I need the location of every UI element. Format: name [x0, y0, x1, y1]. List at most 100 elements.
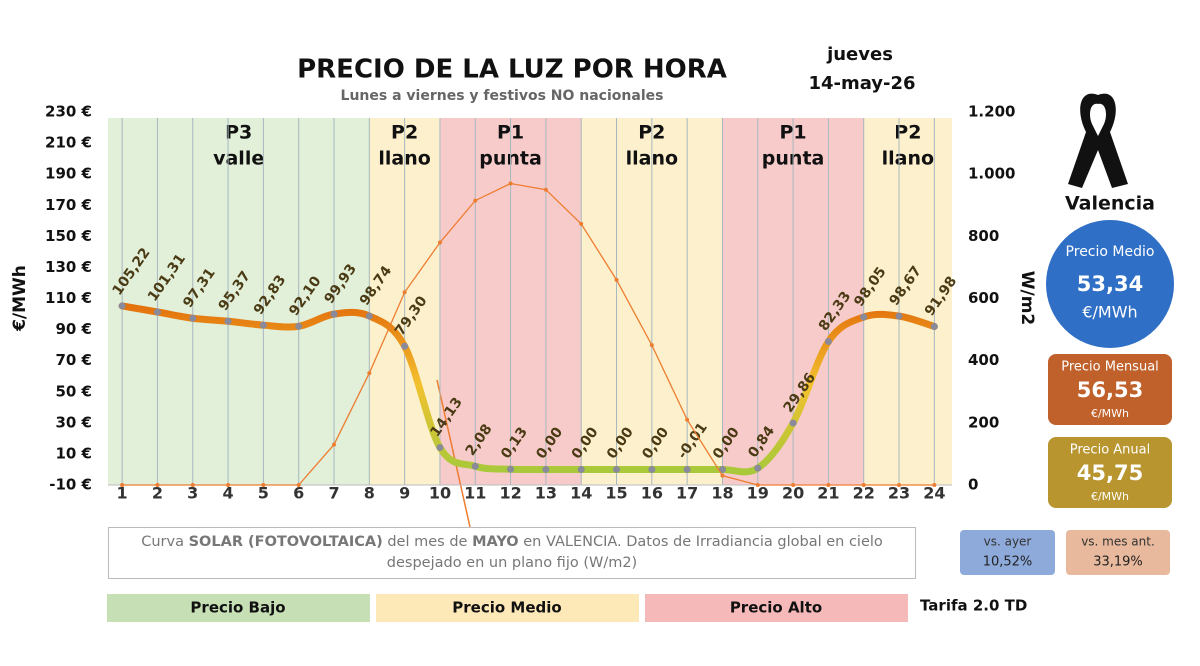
period-name: P3 [225, 122, 252, 144]
price-point [542, 465, 550, 473]
solar-point [155, 483, 160, 487]
solar-point [190, 483, 195, 487]
solar-point [897, 483, 902, 487]
y2-tick-label: 0 [968, 476, 978, 494]
annotation: Curva SOLAR (FOTOVOLTAICA) del mes de MA… [108, 527, 916, 579]
x-tick-label: 2 [152, 484, 163, 503]
y-axis-label: €/MWh [10, 265, 30, 332]
y2-tick-label: 600 [968, 289, 999, 307]
solar-point [932, 483, 937, 487]
period-band [108, 118, 370, 485]
period-label: valle [213, 148, 264, 170]
price-point [436, 443, 444, 451]
annotation-part: MAYO [472, 534, 519, 550]
monthly-box [1048, 354, 1172, 425]
average-value: 53,34 [1077, 272, 1143, 296]
vs_last_month-value: 33,19% [1093, 555, 1143, 570]
solar-point [437, 240, 442, 245]
y-tick-label: 30 € [55, 413, 92, 431]
price-point [365, 312, 373, 320]
price-point [577, 465, 585, 473]
price-point [224, 317, 232, 325]
price-point [471, 462, 479, 470]
price-point [401, 342, 409, 350]
y-tick-label: 110 € [45, 289, 92, 307]
y-tick-label: 50 € [55, 382, 92, 400]
price-point [507, 465, 515, 473]
date: 14-may-26 [808, 73, 915, 94]
x-tick-label: 4 [222, 484, 233, 503]
solar-point [261, 483, 266, 487]
period-band [863, 118, 952, 485]
yearly-value: 45,75 [1077, 461, 1143, 485]
yearly-label: Precio Anual [1070, 443, 1150, 458]
price-point [789, 419, 797, 427]
y-tick-label: 210 € [45, 134, 92, 152]
price-point [648, 465, 656, 473]
y-tick-label: 70 € [55, 351, 92, 369]
price-point [295, 322, 303, 330]
mourning-ribbon [1068, 93, 1128, 188]
annotation-arrow [436, 379, 471, 528]
solar-point [226, 483, 231, 487]
x-tick-label: 24 [923, 484, 945, 503]
y2-tick-label: 800 [968, 227, 999, 245]
price-point [330, 310, 338, 318]
price-point [153, 308, 161, 316]
legend-swatch [376, 594, 639, 622]
solar-point [543, 187, 548, 192]
average-unit: €/MWh [1082, 303, 1137, 322]
y-tick-label: 150 € [45, 227, 92, 245]
solar-point [332, 442, 337, 447]
tariff: Tarifa 2.0 TD [920, 597, 1027, 615]
y-tick-label: 190 € [45, 165, 92, 183]
price-point [824, 338, 832, 346]
x-tick-label: 9 [399, 484, 410, 503]
average-badge [1046, 220, 1174, 348]
annotation-part: del mes de [382, 534, 473, 550]
x-tick-label: 3 [187, 484, 198, 503]
price-point [613, 465, 621, 473]
weekday: jueves [826, 44, 893, 65]
annotation-part: Curva [141, 534, 189, 550]
price-point [259, 321, 267, 329]
x-tick-label: 19 [747, 484, 769, 503]
price-point [895, 312, 903, 320]
monthly-unit: €/MWh [1091, 407, 1129, 420]
solar-point [579, 221, 584, 226]
x-tick-label: 22 [853, 484, 875, 503]
solar-point [720, 473, 725, 478]
legend-label: Precio Bajo [190, 599, 285, 617]
x-tick-label: 8 [364, 484, 375, 503]
x-tick-label: 1 [117, 484, 128, 503]
annotation-part: SOLAR (FOTOVOLTAICA) [188, 534, 383, 550]
x-tick-label: 23 [888, 484, 910, 503]
chart-title: PRECIO DE LA LUZ POR HORA [297, 55, 727, 85]
x-tick-label: 17 [676, 484, 698, 503]
y-tick-label: 130 € [45, 258, 92, 276]
y2-tick-label: 1.200 [968, 103, 1015, 121]
x-tick-label: 7 [328, 484, 339, 503]
x-tick-label: 5 [258, 484, 269, 503]
solar-point [614, 277, 619, 282]
vs_last_month-label: vs. mes ant. [1081, 535, 1155, 549]
vs_yesterday-label: vs. ayer [984, 535, 1032, 549]
price-point [754, 464, 762, 472]
y-tick-label: 10 € [55, 444, 92, 462]
solar-point [861, 483, 866, 487]
solar-point [296, 483, 301, 487]
y-tick-label: 170 € [45, 196, 92, 214]
monthly-value: 56,53 [1077, 378, 1143, 402]
y-tick-label: 230 € [45, 103, 92, 121]
monthly-label: Precio Mensual [1061, 360, 1159, 375]
solar-point [402, 290, 407, 295]
price-point [189, 314, 197, 322]
price-point [718, 465, 726, 473]
solar-point [755, 483, 760, 487]
vs_last_month-box [1066, 530, 1170, 575]
vs_yesterday-value: 10,52% [983, 555, 1033, 570]
x-tick-label: 15 [605, 484, 627, 503]
yearly-unit: €/MWh [1091, 490, 1129, 503]
y-tick-label: 90 € [55, 320, 92, 338]
